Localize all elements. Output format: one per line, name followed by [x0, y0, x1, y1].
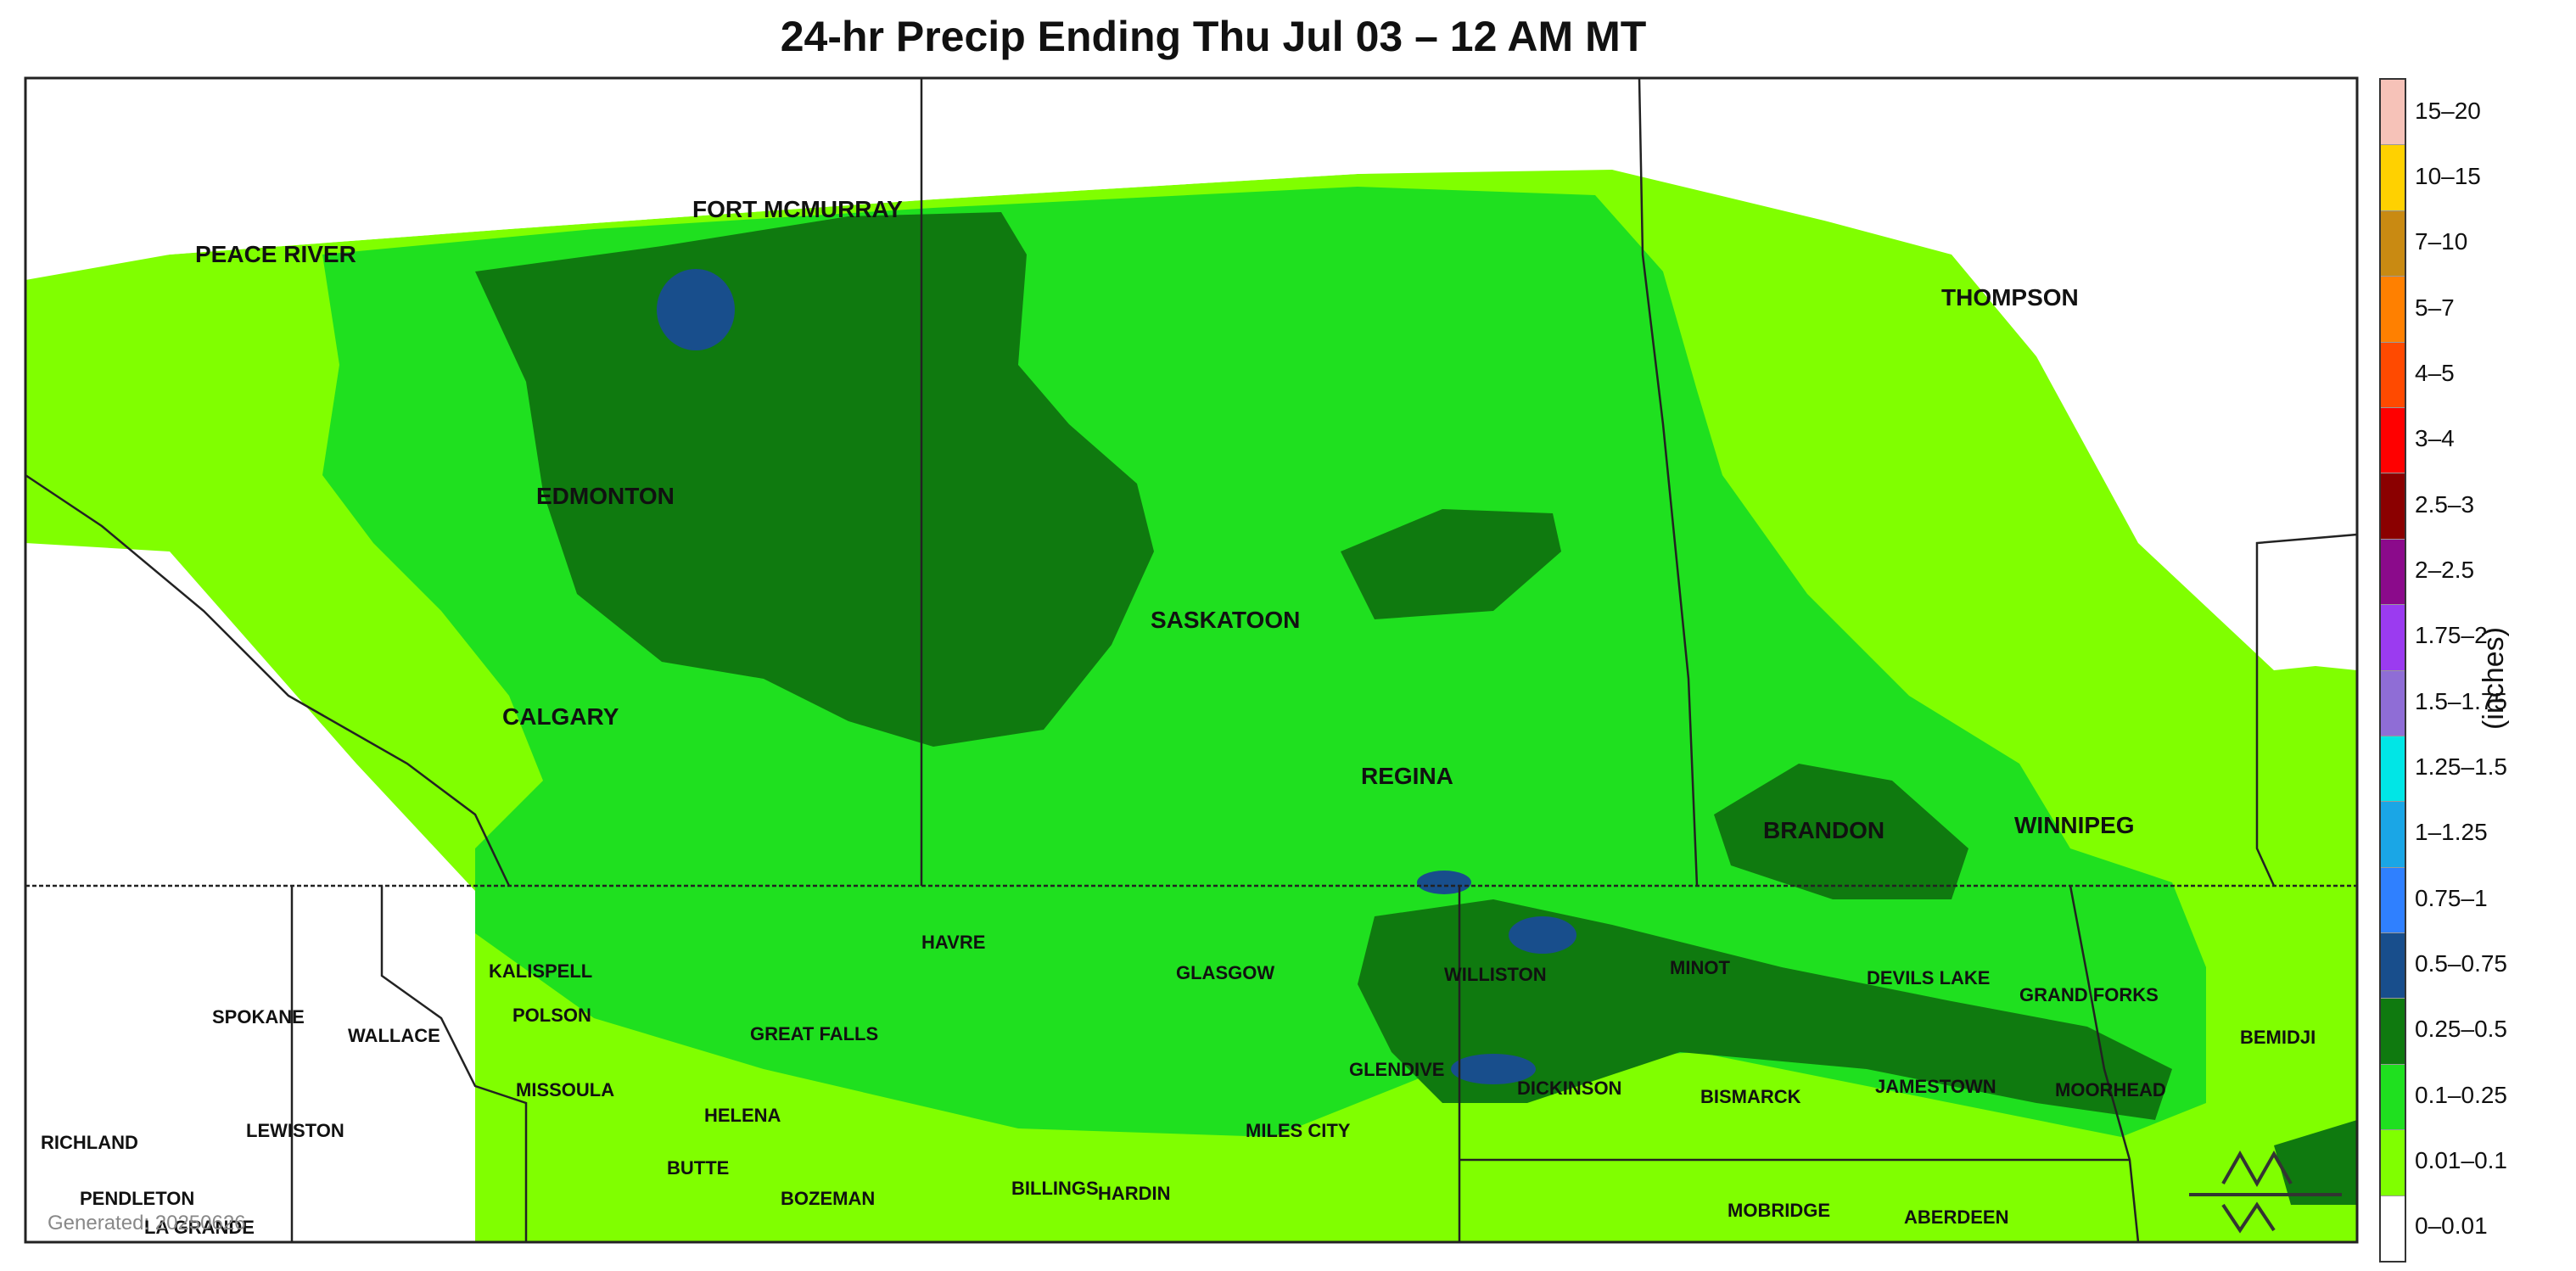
legend-swatch — [2381, 473, 2405, 540]
generated-stamp: Generated: 20250626 — [48, 1212, 246, 1235]
legend-label: 2.5–3 — [2415, 490, 2475, 518]
legend-units: (inches) — [2478, 627, 2510, 730]
legend-label: 0–0.01 — [2415, 1212, 2488, 1240]
legend-label: 0.25–0.5 — [2415, 1016, 2507, 1043]
city-label: HAVRE — [921, 932, 985, 953]
city-label: HELENA — [704, 1105, 781, 1126]
city-label: BILLINGS — [1011, 1178, 1099, 1199]
legend-swatch — [2381, 933, 2405, 999]
no-precip-area-manitoba — [1952, 212, 2357, 670]
precip-band-0.5-0.75-border — [1417, 871, 1471, 894]
city-label: BRANDON — [1763, 817, 1884, 843]
city-label: CALGARY — [502, 703, 619, 730]
legend-swatch — [2381, 210, 2405, 277]
city-label: BISMARCK — [1700, 1086, 1801, 1107]
city-label: MOBRIDGE — [1728, 1200, 1830, 1221]
legend-label: 0.5–0.75 — [2415, 949, 2507, 977]
precip-band-0.25-0.5-bemidji — [2274, 1120, 2357, 1205]
legend-labels: 15–20 10–15 7–10 5–7 4–5 3–4 2.5–3 2–2.5 1.75–2 1… — [2415, 78, 2507, 1259]
legend-swatch — [2381, 1064, 2405, 1131]
city-label: KALISPELL — [489, 960, 592, 982]
precip-band-0.25-0.5-brandon — [1714, 764, 1968, 899]
legend-label: 15–20 — [2415, 97, 2481, 124]
legend-swatch — [2381, 407, 2405, 474]
city-label: BUTTE — [667, 1157, 729, 1179]
city-label: MILES CITY — [1246, 1120, 1351, 1141]
city-label: POLSON — [512, 1005, 591, 1026]
city-label: PENDLETON — [80, 1188, 194, 1209]
no-precip-area-north — [25, 78, 2357, 272]
legend-label: 5–7 — [2415, 294, 2455, 321]
legend-swatch — [2381, 867, 2405, 934]
legend-swatch — [2381, 1195, 2405, 1262]
legend-label: 7–10 — [2415, 228, 2468, 255]
precip-band-0.5-0.75-williston — [1509, 916, 1576, 954]
precip-band-0.5-0.75-glendive — [1451, 1054, 1536, 1084]
legend-swatch — [2381, 999, 2405, 1065]
city-label: GREAT FALLS — [750, 1023, 878, 1044]
city-label: REGINA — [1361, 763, 1453, 789]
city-label: EDMONTON — [536, 483, 675, 509]
city-label: RICHLAND — [41, 1132, 138, 1153]
city-label: LA GRANDE — [144, 1217, 255, 1238]
city-label: GLASGOW — [1176, 962, 1274, 983]
city-label: BOZEMAN — [781, 1188, 875, 1209]
city-label: MOORHEAD — [2055, 1079, 2166, 1100]
legend-label: 4–5 — [2415, 359, 2455, 386]
legend-label: 10–15 — [2415, 162, 2481, 189]
legend-label: 1.5–1.75 — [2415, 687, 2507, 714]
city-label: WINNIPEG — [2014, 812, 2135, 838]
legend-swatch — [2381, 277, 2405, 343]
legend-swatch — [2381, 670, 2405, 736]
city-label: THOMPSON — [1941, 284, 2079, 311]
precip-band-0.25-0.5-north — [475, 212, 1154, 747]
legend-swatch — [2381, 80, 2405, 146]
city-label: HARDIN — [1098, 1183, 1171, 1204]
legend-label: 0.1–0.25 — [2415, 1081, 2507, 1108]
city-label: PEACE RIVER — [195, 241, 356, 267]
city-label: SASKATOON — [1151, 607, 1300, 633]
legend-swatch — [2381, 736, 2405, 803]
legend-label: 1.25–1.5 — [2415, 753, 2507, 780]
boundaries — [25, 77, 2358, 1243]
legend-swatch — [2381, 605, 2405, 671]
city-label: MISSOULA — [516, 1079, 614, 1100]
legend-swatch — [2381, 1130, 2405, 1196]
city-label: BEMIDJI — [2240, 1027, 2316, 1048]
city-labels: PEACE RIVER FORT MCMURRAY EDMONTON CALGA… — [41, 196, 2316, 1238]
city-label: JAMESTOWN — [1875, 1076, 1996, 1097]
legend-swatch — [2381, 802, 2405, 868]
precip-band-0.25-0.5-nd — [1358, 899, 2172, 1120]
city-label: ABERDEEN — [1904, 1207, 2008, 1228]
city-label: LEWISTON — [246, 1120, 344, 1141]
legend-colorbar — [2379, 78, 2406, 1263]
city-label: MINOT — [1670, 957, 1730, 978]
city-label: WILLISTON — [1444, 964, 1547, 985]
city-label: SPOKANE — [212, 1006, 305, 1027]
legend-label: 0.75–1 — [2415, 884, 2488, 911]
legend-swatch — [2381, 342, 2405, 408]
city-label: GRAND FORKS — [2019, 984, 2159, 1005]
map-title: 24-hr Precip Ending Thu Jul 03 – 12 AM M… — [780, 13, 1647, 60]
logo — [2189, 1150, 2342, 1234]
city-label: DICKINSON — [1517, 1078, 1621, 1099]
legend-label: 1–1.25 — [2415, 819, 2488, 846]
city-label: GLENDIVE — [1349, 1059, 1444, 1080]
city-label: WALLACE — [348, 1025, 440, 1046]
legend-label: 0.01–0.1 — [2415, 1146, 2507, 1173]
city-label: FORT MCMURRAY — [692, 196, 903, 222]
precip-band-0.5-0.75-lake — [657, 269, 735, 350]
no-precip-area-bc — [25, 543, 475, 1242]
legend-swatch — [2381, 145, 2405, 211]
legend-label: 1.75–2 — [2415, 622, 2488, 649]
legend-label: 2–2.5 — [2415, 556, 2475, 583]
city-label: DEVILS LAKE — [1867, 967, 1990, 988]
precip-band-0.25-0.5-sask — [1341, 509, 1561, 619]
legend-swatch — [2381, 539, 2405, 606]
legend-label: 3–4 — [2415, 425, 2455, 452]
